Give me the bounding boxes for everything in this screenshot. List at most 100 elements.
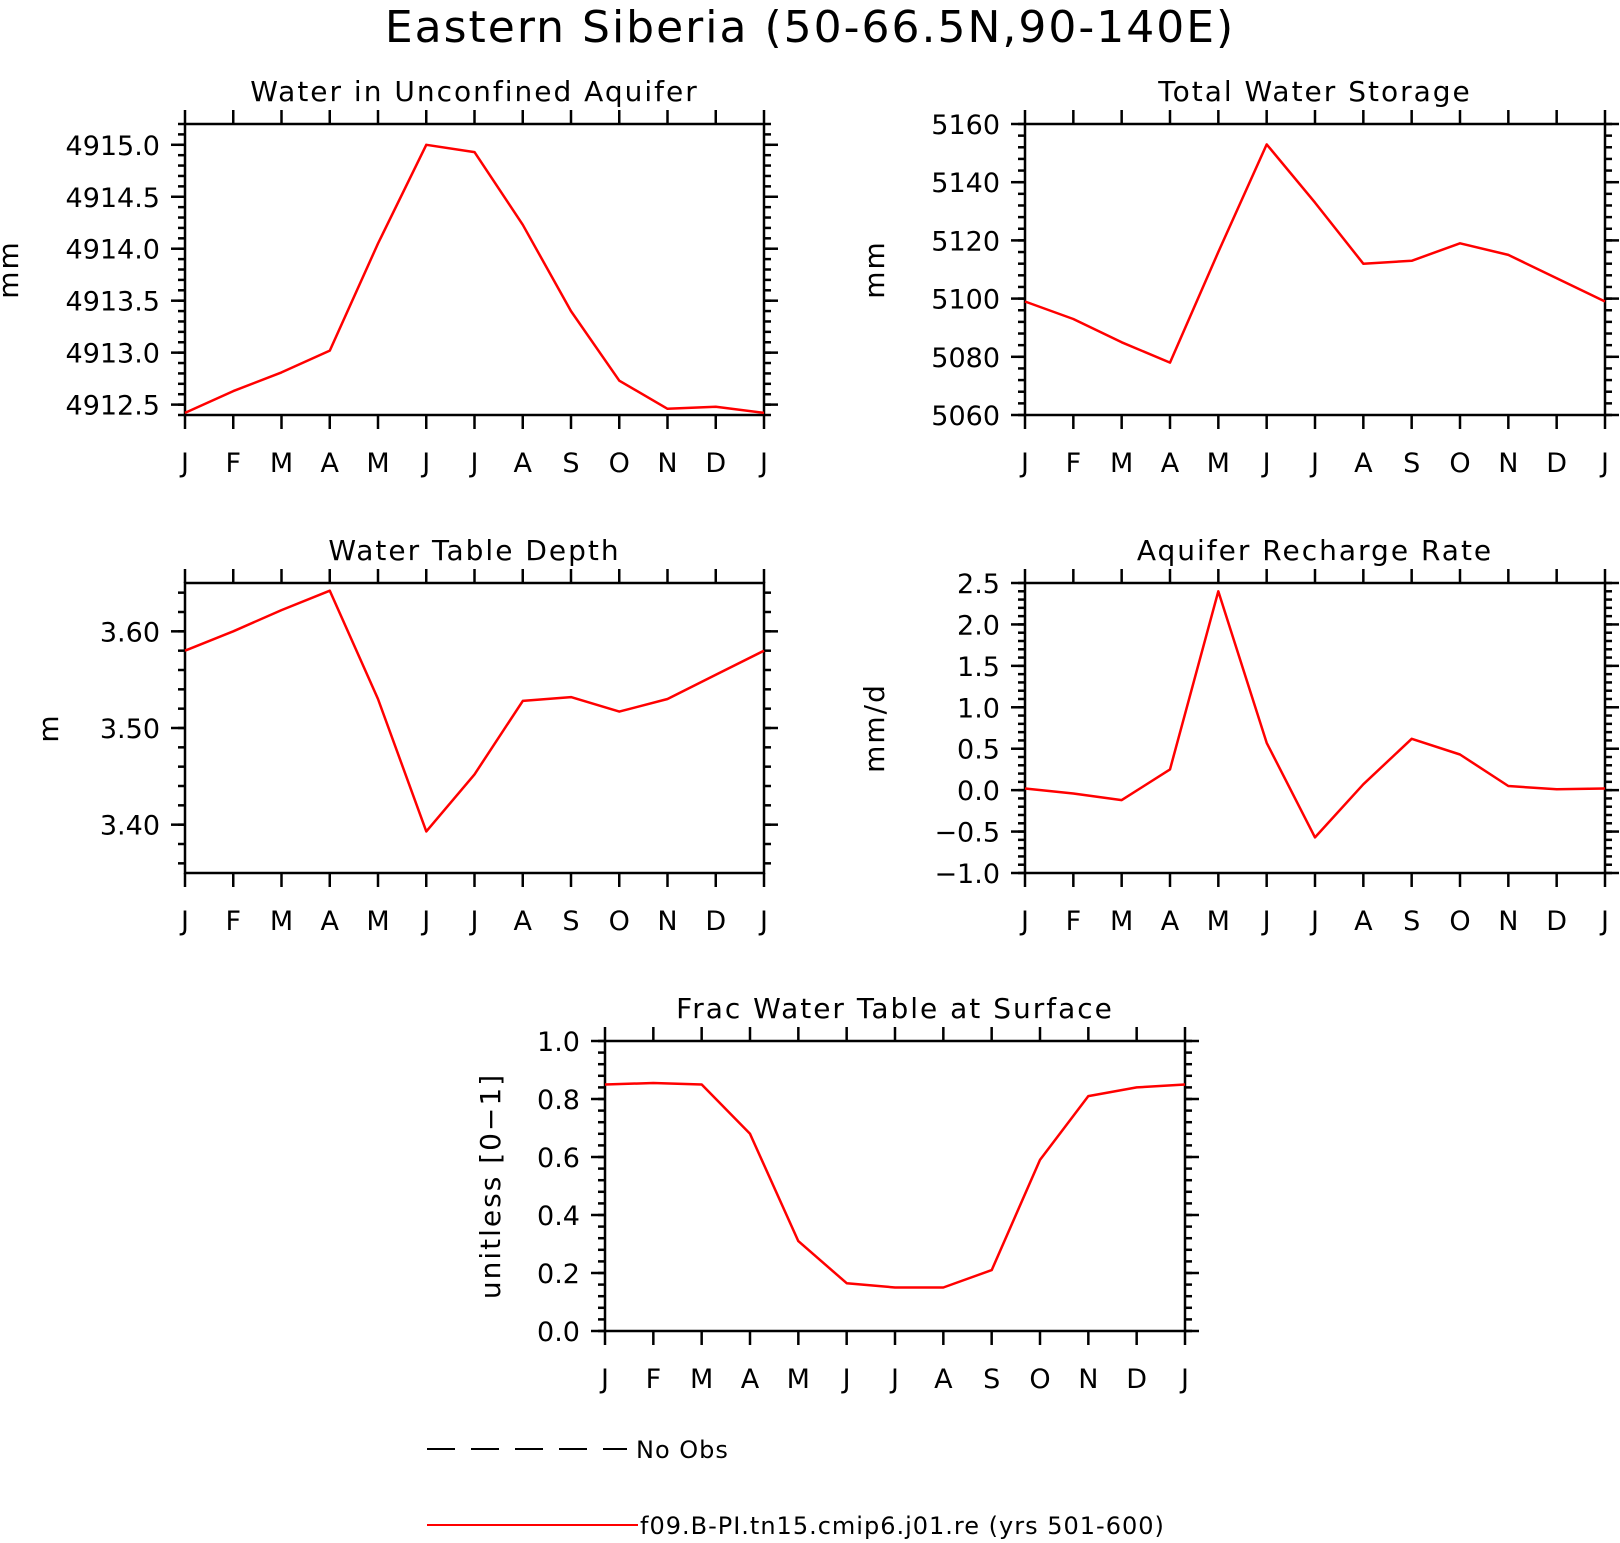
y-tick-label: 3.50	[100, 714, 160, 745]
x-tick-label: A	[514, 448, 533, 479]
x-tick-label: A	[741, 1364, 760, 1395]
x-tick-label: J	[1019, 448, 1029, 479]
x-tick-label: J	[179, 906, 189, 937]
y-tick-label: 5160	[931, 110, 1000, 141]
x-tick-label: F	[1066, 906, 1082, 937]
x-tick-label: D	[705, 906, 726, 937]
x-tick-label: J	[599, 1364, 609, 1395]
x-tick-label: F	[225, 906, 241, 937]
x-tick-label: A	[321, 448, 340, 479]
x-tick-label: M	[1207, 448, 1230, 479]
y-tick-label: −1.0	[934, 859, 1000, 890]
x-tick-label: J	[758, 906, 768, 937]
x-tick-label: S	[1403, 448, 1420, 479]
series-line	[184, 143, 765, 415]
x-tick-label: A	[1161, 906, 1180, 937]
plot-frame	[1023, 122, 1607, 417]
y-tick-label: 3.60	[100, 617, 160, 648]
x-tick-label: M	[787, 1364, 810, 1395]
y-tick-label: 5120	[931, 226, 1000, 257]
series-line	[1024, 590, 1606, 839]
x-tick-label: J	[469, 448, 479, 479]
x-tick-label: M	[690, 1364, 713, 1395]
legend: No Obs f09.B-PI.tn15.cmip6.j01.re (yrs 5…	[427, 1436, 1165, 1540]
x-tick-label: J	[1599, 906, 1609, 937]
y-tick-label: 2.0	[957, 610, 1000, 641]
y-tick-label: 0.5	[957, 735, 1000, 766]
y-tick-label: 5140	[931, 168, 1000, 199]
x-tick-label: D	[1546, 448, 1567, 479]
x-tick-label: O	[609, 448, 630, 479]
plot-frame	[183, 122, 766, 417]
figure-title: Eastern Siberia (50-66.5N,90-140E)	[385, 2, 1235, 53]
y-tick-label: 0.2	[537, 1259, 580, 1290]
y-tick-label: 4914.0	[66, 235, 160, 266]
x-tick-label: J	[1019, 906, 1029, 937]
x-tick-label: O	[1449, 448, 1470, 479]
panel-title: Water in Unconfined Aquifer	[250, 75, 698, 108]
x-tick-label: A	[1354, 906, 1373, 937]
x-tick-label: N	[1078, 1364, 1098, 1395]
panel-title: Total Water Storage	[1157, 75, 1472, 108]
y-tick-label: 1.0	[537, 1027, 580, 1058]
x-tick-label: M	[1110, 906, 1133, 937]
legend-item-no-obs: No Obs	[427, 1436, 728, 1464]
x-tick-label: M	[270, 448, 293, 479]
x-tick-label: N	[657, 906, 677, 937]
x-tick-label: J	[1261, 448, 1271, 479]
x-tick-label: F	[1066, 448, 1082, 479]
x-tick-label: J	[469, 906, 479, 937]
panel-title: Frac Water Table at Surface	[676, 992, 1114, 1025]
x-tick-label: J	[420, 906, 430, 937]
x-tick-label: J	[179, 448, 189, 479]
x-tick-label: F	[225, 448, 241, 479]
x-tick-label: A	[934, 1364, 953, 1395]
y-axis-label: unitless [0−1]	[474, 1073, 507, 1299]
y-tick-label: 0.8	[537, 1085, 580, 1116]
y-tick-label: 3.40	[100, 811, 160, 842]
x-tick-label: S	[562, 448, 579, 479]
legend-label-model: f09.B-PI.tn15.cmip6.j01.re (yrs 501-600)	[640, 1512, 1165, 1540]
x-tick-label: J	[889, 1364, 899, 1395]
x-tick-label: S	[1403, 906, 1420, 937]
y-tick-label: 0.4	[537, 1201, 580, 1232]
panel-title: Water Table Depth	[328, 534, 620, 567]
x-tick-label: J	[420, 448, 430, 479]
y-tick-label: 0.0	[957, 776, 1000, 807]
y-tick-label: 4915.0	[66, 131, 160, 162]
x-tick-label: M	[1207, 906, 1230, 937]
y-tick-label: 2.5	[957, 569, 1000, 600]
y-tick-label: 4914.5	[66, 183, 160, 214]
x-tick-label: S	[983, 1364, 1000, 1395]
panel-title: Aquifer Recharge Rate	[1137, 534, 1493, 567]
x-tick-label: J	[1261, 906, 1271, 937]
series-line	[184, 589, 765, 833]
x-tick-label: M	[270, 906, 293, 937]
x-tick-label: J	[1599, 448, 1609, 479]
legend-item-model: f09.B-PI.tn15.cmip6.j01.re (yrs 501-600)	[427, 1512, 1165, 1540]
series-line	[604, 1081, 1186, 1289]
x-tick-label: D	[1126, 1364, 1147, 1395]
x-tick-label: N	[657, 448, 677, 479]
y-axis-label: m	[32, 713, 65, 742]
x-tick-label: J	[1309, 906, 1319, 937]
y-axis-label: mm	[0, 240, 25, 299]
x-tick-label: J	[1179, 1364, 1189, 1395]
x-tick-label: J	[1309, 448, 1319, 479]
x-tick-label: M	[366, 448, 389, 479]
x-tick-label: N	[1498, 906, 1518, 937]
y-tick-label: −0.5	[934, 818, 1000, 849]
x-tick-label: O	[609, 906, 630, 937]
x-tick-label: D	[1546, 906, 1567, 937]
x-tick-label: A	[1354, 448, 1373, 479]
y-tick-label: 4913.5	[66, 287, 160, 318]
x-tick-label: O	[1449, 906, 1470, 937]
y-tick-label: 1.0	[957, 693, 1000, 724]
x-tick-label: D	[705, 448, 726, 479]
y-tick-label: 5100	[931, 285, 1000, 316]
y-tick-label: 0.6	[537, 1143, 580, 1174]
